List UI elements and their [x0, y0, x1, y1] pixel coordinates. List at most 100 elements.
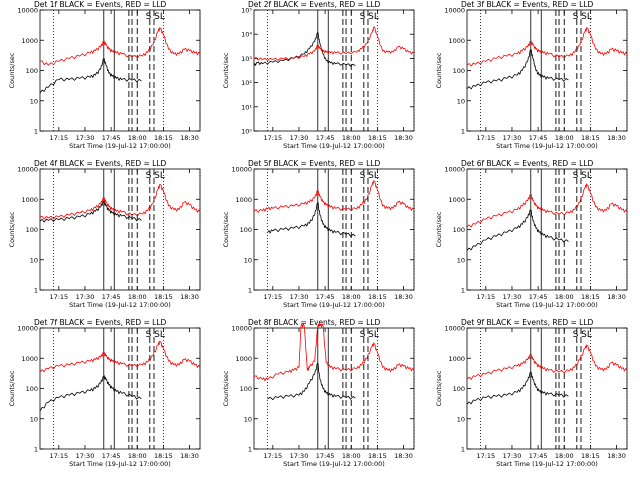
- panel-title: Det 4f BLACK = Events, RED = LLD: [34, 159, 167, 168]
- x-axis-label: Start Time (19-Jul-12 17:00:00): [69, 460, 171, 468]
- y-tick-label: 100: [26, 226, 38, 234]
- x-tick-label: 18:30: [394, 293, 413, 301]
- y-tick-label: 1000: [448, 355, 465, 363]
- y-tick-label: 1: [34, 128, 38, 136]
- x-tick-label: 18:15: [368, 293, 387, 301]
- x-tick-label: 17:45: [102, 134, 121, 142]
- x-tick-label: 17:45: [316, 134, 335, 142]
- y-tick-label: 10000: [17, 325, 38, 333]
- panel-4: Det 4f BLACK = Events, RED = LLD 1 10 100 10…: [8, 159, 201, 309]
- plot-frame: [39, 168, 201, 291]
- x-tick-label: 18:00: [555, 452, 574, 460]
- series-events-line: [466, 49, 569, 90]
- panel-title: Det 9f BLACK = Events, RED = LLD: [461, 318, 594, 327]
- x-tick-label: 17:30: [76, 134, 95, 142]
- y-tick-label: 1000: [235, 355, 252, 363]
- x-axis-label: Start Time (19-Jul-12 17:00:00): [69, 301, 171, 309]
- x-tick-label: 18:00: [128, 452, 147, 460]
- series-lld-line: [39, 183, 201, 220]
- y-tick-label: 10: [457, 97, 465, 105]
- y-tick-label: 10: [244, 415, 252, 423]
- x-tick-label: 18:30: [394, 452, 413, 460]
- series-events-line: [466, 371, 569, 405]
- y-tick-label: 10²: [241, 79, 252, 87]
- x-tick-label: 17:15: [49, 134, 68, 142]
- y-tick-label: 1: [248, 287, 252, 295]
- marker-annotation: S SL: [573, 12, 592, 22]
- series-lld-line: [466, 27, 628, 67]
- x-tick-label: 18:00: [555, 293, 574, 301]
- x-tick-label: 18:00: [342, 293, 361, 301]
- x-tick-label: 18:00: [555, 134, 574, 142]
- x-tick-label: 18:15: [368, 452, 387, 460]
- x-tick-label: 17:15: [49, 452, 68, 460]
- x-tick-label: 18:30: [394, 134, 413, 142]
- y-axis-label: Counts/sec: [8, 370, 16, 406]
- marker-annotation: S SL: [146, 330, 165, 340]
- panel-1: Det 1f BLACK = Events, RED = LLD 1 10 100 10…: [8, 0, 201, 150]
- y-tick-label: 10³: [241, 55, 252, 63]
- x-tick-label: 18:30: [607, 452, 626, 460]
- y-tick-label: 10: [30, 97, 38, 105]
- x-axis-label: Start Time (19-Jul-12 17:00:00): [283, 460, 385, 468]
- series-lld-line: [253, 26, 415, 61]
- panel-title: Det 5f BLACK = Events, RED = LLD: [248, 159, 381, 168]
- y-tick-label: 10000: [231, 166, 252, 174]
- x-tick-label: 18:15: [581, 452, 600, 460]
- x-tick-label: 17:15: [263, 293, 282, 301]
- series-lld-line: [253, 180, 415, 213]
- marker-annotation: S SL: [146, 171, 165, 181]
- y-tick-label: 1: [34, 446, 38, 454]
- series-events-line: [39, 200, 142, 223]
- y-tick-label: 10: [457, 256, 465, 264]
- plot-frame: [39, 327, 201, 450]
- y-tick-label: 1: [461, 128, 465, 136]
- marker-annotation: S SL: [573, 330, 592, 340]
- y-tick-label: 1000: [21, 37, 38, 45]
- y-axis-label: Counts/sec: [8, 52, 16, 88]
- y-tick-label: 1000: [235, 196, 252, 204]
- y-tick-label: 100: [453, 67, 465, 75]
- x-tick-label: 18:30: [180, 293, 199, 301]
- x-axis-label: Start Time (19-Jul-12 17:00:00): [283, 301, 385, 309]
- x-tick-label: 17:45: [316, 293, 335, 301]
- x-tick-label: 17:15: [263, 134, 282, 142]
- x-tick-label: 17:45: [529, 134, 548, 142]
- y-tick-label: 10000: [17, 166, 38, 174]
- y-tick-label: 1: [461, 287, 465, 295]
- y-tick-label: 10000: [231, 325, 252, 333]
- panel-title: Det 8f BLACK = Events, RED = LLD: [248, 318, 381, 327]
- x-tick-label: 17:30: [503, 134, 522, 142]
- x-tick-label: 17:15: [263, 452, 282, 460]
- y-tick-label: 1000: [448, 196, 465, 204]
- y-tick-label: 100: [453, 226, 465, 234]
- marker-annotation: S SL: [573, 171, 592, 181]
- x-tick-label: 17:45: [316, 452, 335, 460]
- x-tick-label: 17:30: [76, 293, 95, 301]
- y-tick-label: 10⁴: [241, 31, 252, 39]
- series-events-line: [253, 31, 356, 67]
- series-events-line: [267, 362, 356, 401]
- series-events-line: [267, 201, 356, 238]
- series-events-line: [39, 375, 142, 412]
- x-axis-label: Start Time (19-Jul-12 17:00:00): [283, 142, 385, 150]
- plot-frame: [39, 9, 201, 132]
- y-tick-label: 10: [244, 256, 252, 264]
- y-tick-label: 10000: [444, 7, 465, 15]
- x-tick-label: 18:30: [180, 452, 199, 460]
- x-tick-label: 17:15: [476, 293, 495, 301]
- x-tick-label: 18:15: [368, 134, 387, 142]
- y-tick-label: 100: [453, 385, 465, 393]
- panel-8: Det 8f BLACK = Events, RED = LLD 1 10 100 10…: [222, 318, 415, 468]
- x-tick-label: 17:15: [476, 134, 495, 142]
- y-axis-label: Counts/sec: [222, 370, 230, 406]
- x-axis-label: Start Time (19-Jul-12 17:00:00): [496, 460, 598, 468]
- series-lld-line: [253, 323, 415, 382]
- y-axis-label: Counts/sec: [222, 52, 230, 88]
- x-tick-label: 18:30: [607, 293, 626, 301]
- panel-2: Det 2f BLACK = Events, RED = LLD 10⁰ 10¹ 10…: [222, 0, 415, 150]
- y-tick-label: 100: [26, 67, 38, 75]
- series-lld-line: [39, 340, 201, 373]
- y-tick-label: 1000: [21, 355, 38, 363]
